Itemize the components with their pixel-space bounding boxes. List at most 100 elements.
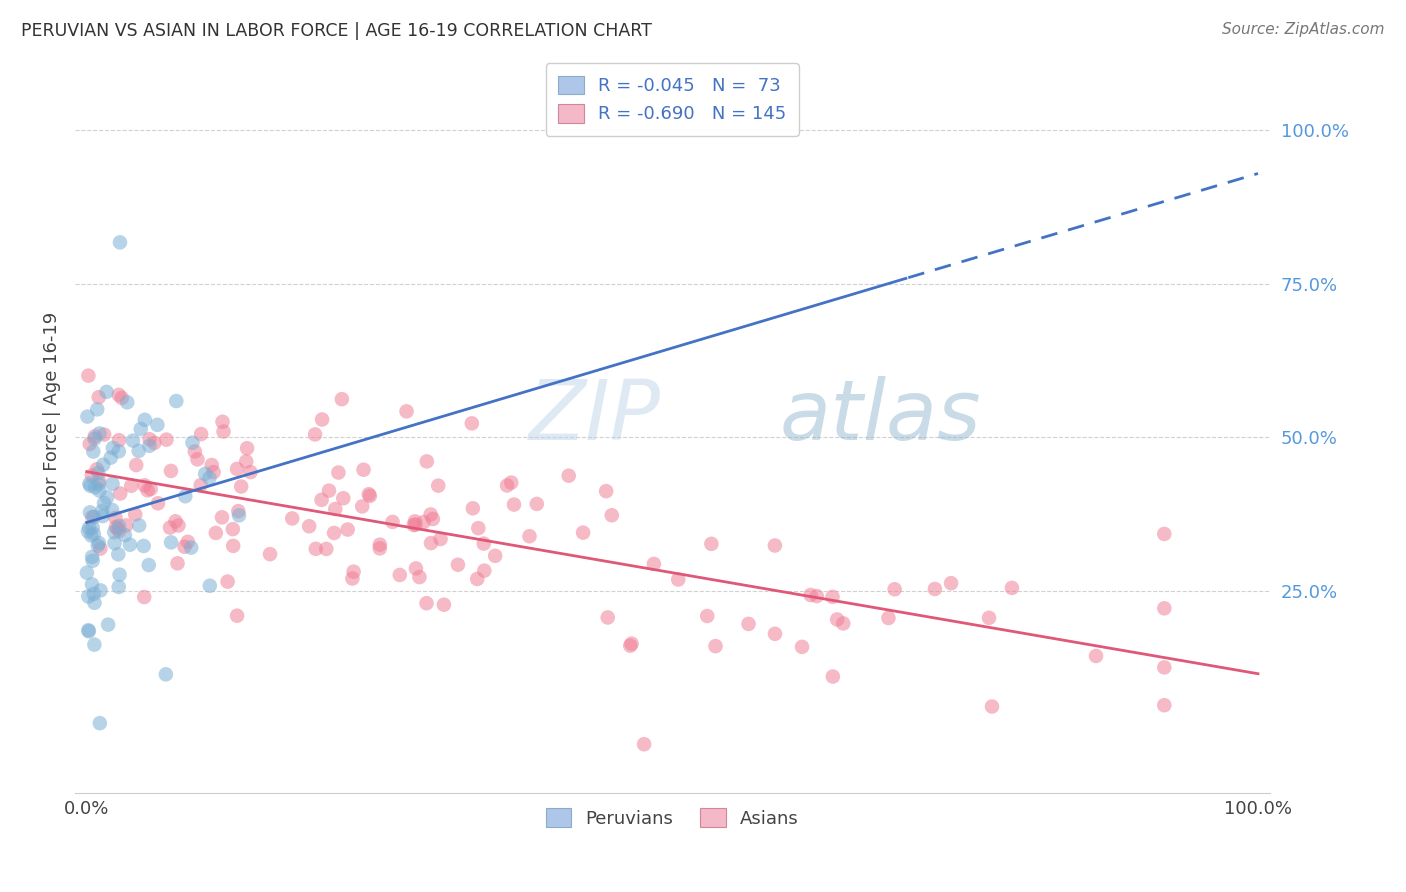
Point [484,549,506,563]
Point [368,538,391,552]
Point [108,524,131,538]
Point [405,561,427,575]
Point [79,479,101,493]
Point [146,417,169,432]
Point [235,454,257,468]
Point [101,441,124,455]
Point [643,557,665,571]
Point [159,520,181,534]
Point [330,392,353,406]
Point [239,465,262,479]
Point [228,504,250,518]
Point [1085,648,1108,663]
Point [165,394,187,409]
Point [124,508,146,522]
Point [83,527,105,541]
Point [395,404,418,418]
Point [128,518,150,533]
Text: PERUVIAN VS ASIAN IN LABOR FORCE | AGE 16-19 CORRELATION CHART: PERUVIAN VS ASIAN IN LABOR FORCE | AGE 1… [21,22,652,40]
Point [198,471,221,485]
Point [190,478,212,492]
Point [496,478,519,492]
Point [359,489,381,503]
Point [198,579,221,593]
Point [304,427,326,442]
Point [666,573,689,587]
Point [77,624,100,638]
Point [134,413,156,427]
Point [429,532,451,546]
Point [259,547,281,561]
Point [160,535,183,549]
Point [80,528,103,542]
Point [155,433,177,447]
Point [222,539,245,553]
Point [1001,581,1024,595]
Point [318,483,340,498]
Point [427,478,450,492]
Point [526,497,548,511]
Point [83,429,105,443]
Point [166,557,188,571]
Point [134,478,156,492]
Point [461,501,484,516]
Point [97,617,120,632]
Point [87,539,110,553]
Point [107,547,129,561]
Point [763,539,786,553]
Point [91,509,114,524]
Point [472,564,495,578]
Point [298,519,321,533]
Point [80,577,103,591]
Point [342,565,364,579]
Point [82,510,104,524]
Point [96,384,118,399]
Point [1153,601,1175,615]
Point [77,521,100,535]
Point [467,521,489,535]
Point [1153,698,1175,713]
Point [83,638,105,652]
Point [419,508,441,522]
Point [412,515,434,529]
Point [125,458,148,472]
Point [315,541,337,556]
Point [83,510,105,524]
Point [825,612,848,626]
Point [595,484,617,499]
Point [311,412,333,426]
Point [107,444,129,458]
Point [138,558,160,572]
Point [281,511,304,525]
Point [108,518,131,533]
Point [342,572,364,586]
Point [763,627,786,641]
Point [104,510,127,524]
Point [104,520,127,534]
Point [939,576,962,591]
Point [93,427,115,442]
Point [619,639,641,653]
Point [139,482,162,496]
Point [202,465,225,479]
Point [323,525,346,540]
Point [91,458,114,472]
Point [107,388,129,402]
Point [118,538,141,552]
Y-axis label: In Labor Force | Age 16-19: In Labor Force | Age 16-19 [44,312,60,550]
Point [186,452,208,467]
Point [83,432,105,446]
Point [165,514,187,528]
Point [408,570,430,584]
Point [101,476,124,491]
Point [136,483,159,498]
Point [226,462,249,476]
Point [633,737,655,751]
Point [557,468,579,483]
Point [134,590,156,604]
Point [501,475,523,490]
Point [1153,527,1175,541]
Point [800,588,823,602]
Point [336,523,359,537]
Point [89,426,111,441]
